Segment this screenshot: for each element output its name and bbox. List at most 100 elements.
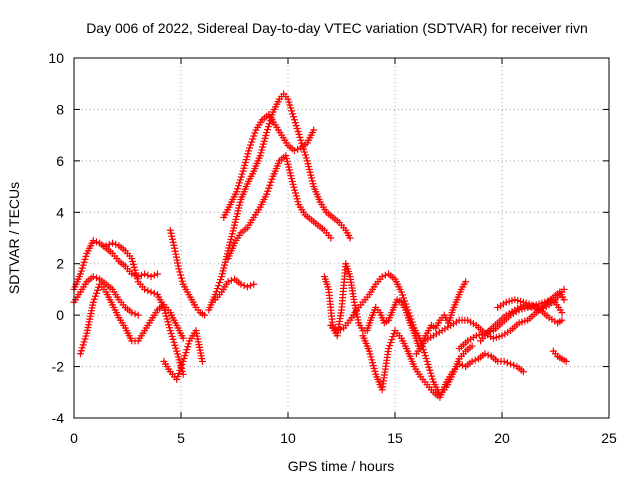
data-point-fill — [235, 179, 243, 187]
data-point — [89, 273, 97, 281]
data-point-fill — [406, 312, 414, 320]
data-point-fill — [181, 352, 189, 360]
data-point — [201, 311, 209, 319]
data-point — [250, 280, 258, 288]
data-point-fill — [178, 277, 186, 285]
data-point-fill — [131, 310, 139, 318]
y-tick-label: -2 — [52, 359, 65, 375]
data-point-fill — [294, 127, 302, 135]
data-point-fill — [301, 151, 309, 159]
data-point — [102, 242, 110, 250]
data-point-fill — [301, 148, 309, 156]
data-point-fill — [267, 178, 275, 186]
data-point-fill — [295, 130, 303, 138]
data-point-fill — [287, 104, 295, 112]
x-tick-label: 20 — [494, 430, 510, 446]
data-point — [558, 309, 566, 317]
data-point — [333, 327, 341, 335]
data-point — [404, 306, 412, 314]
data-point — [455, 360, 463, 368]
data-point-fill — [401, 297, 409, 305]
data-point-fill — [409, 321, 417, 329]
data-point-fill — [80, 258, 88, 266]
data-point-fill — [264, 187, 272, 195]
data-point — [297, 136, 305, 144]
data-point-fill — [168, 332, 176, 340]
data-point — [89, 298, 97, 306]
data-point-fill — [419, 346, 427, 354]
y-axis-label: SDTVAR / TECUs — [6, 182, 22, 294]
data-point-fill — [389, 333, 397, 341]
data-point-fill — [237, 173, 245, 181]
data-point — [179, 370, 187, 378]
data-point-fill — [421, 352, 429, 360]
data-point-fill — [170, 241, 178, 249]
data-point-fill — [176, 366, 184, 374]
data-point-fill — [424, 360, 432, 368]
data-point-fill — [268, 175, 276, 183]
data-point — [385, 345, 393, 353]
data-point — [560, 296, 568, 304]
data-point-fill — [398, 291, 406, 299]
data-point — [560, 285, 568, 293]
data-point-fill — [92, 238, 100, 246]
data-point — [233, 188, 241, 196]
data-point — [179, 334, 187, 342]
data-point — [397, 288, 405, 296]
data-point-fill — [264, 123, 272, 131]
data-point-fill — [408, 318, 416, 326]
data-point-fill — [234, 185, 242, 193]
data-point-fill — [169, 335, 177, 343]
data-point-fill — [386, 342, 394, 350]
data-point-fill — [247, 282, 255, 290]
data-point-fill — [180, 354, 188, 362]
data-point-fill — [420, 349, 428, 357]
data-point-fill — [177, 363, 185, 371]
data-point-fill — [80, 338, 88, 346]
data-point-fill — [177, 271, 185, 279]
data-point — [468, 357, 476, 365]
data-point-fill — [150, 271, 158, 279]
y-tick-label: 10 — [48, 50, 64, 66]
data-point-fill — [174, 262, 182, 270]
data-point-fill — [503, 359, 511, 367]
data-point-fill — [238, 170, 246, 178]
data-point-fill — [214, 282, 222, 290]
data-point-fill — [171, 341, 179, 349]
data-point-fill — [175, 369, 183, 377]
data-point — [327, 234, 335, 242]
data-point — [89, 237, 97, 245]
data-point-fill — [407, 315, 415, 323]
data-point — [310, 126, 318, 134]
data-point-fill — [240, 282, 248, 290]
data-point-fill — [79, 261, 87, 269]
data-point-fill — [81, 255, 89, 263]
data-point-fill — [217, 276, 225, 284]
data-point-fill — [353, 313, 361, 321]
data-point-fill — [77, 267, 85, 275]
data-point — [468, 342, 476, 350]
y-tick-label: 2 — [56, 256, 64, 272]
data-point-fill — [296, 133, 304, 141]
data-point-fill — [388, 336, 396, 344]
data-point-fill — [78, 344, 86, 352]
data-point-fill — [168, 235, 176, 243]
data-point-fill — [265, 184, 273, 192]
data-point — [500, 357, 508, 365]
data-point-fill — [144, 287, 152, 295]
data-point — [134, 311, 142, 319]
data-points — [70, 90, 570, 401]
data-point-fill — [289, 110, 297, 118]
data-point-fill — [150, 289, 158, 297]
data-point — [243, 283, 251, 291]
data-point — [198, 357, 206, 365]
data-point-fill — [169, 238, 177, 246]
data-point — [562, 357, 570, 365]
data-point — [76, 270, 84, 278]
data-point — [378, 273, 386, 281]
data-point-fill — [144, 271, 152, 279]
data-point-fill — [429, 375, 437, 383]
data-point — [350, 298, 358, 306]
data-point-fill — [427, 369, 435, 377]
data-point-fill — [172, 344, 180, 352]
